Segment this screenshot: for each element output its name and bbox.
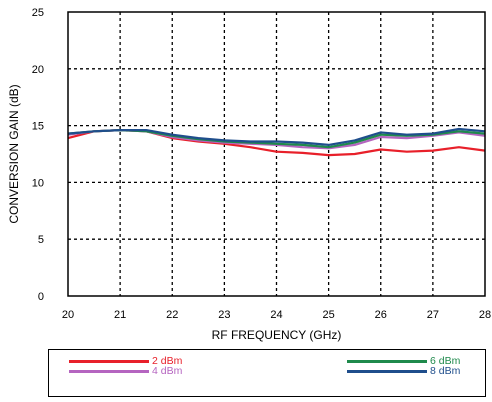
legend-label: 6 dBm xyxy=(430,355,461,367)
x-axis-label: RF FREQUENCY (GHz) xyxy=(212,328,342,342)
y-axis-label: CONVERSION GAIN (dB) xyxy=(7,84,21,223)
x-tick-label: 23 xyxy=(218,309,230,321)
y-tick-label: 5 xyxy=(38,234,44,246)
x-tick-label: 24 xyxy=(270,309,282,321)
x-tick-label: 28 xyxy=(479,309,491,321)
y-tick-label: 10 xyxy=(32,177,44,189)
legend-item-4dbm: 4 dBm xyxy=(69,365,182,377)
x-tick-label: 25 xyxy=(323,309,335,321)
legend-swatch xyxy=(347,369,427,373)
x-tick-label: 22 xyxy=(166,309,178,321)
x-tick-label: 20 xyxy=(62,309,74,321)
x-tick-label: 21 xyxy=(114,309,126,321)
y-tick-label: 25 xyxy=(32,7,44,19)
x-tick-label: 27 xyxy=(427,309,439,321)
legend-swatch xyxy=(69,369,149,373)
legend: 2 dBm 4 dBm 6 dBm 8 dBm xyxy=(48,349,486,397)
legend-label: 8 dBm xyxy=(430,365,461,377)
chart-svg: 20 21 22 23 24 25 26 27 28 0 5 10 15 20 25 RF FREQUEN… xyxy=(7,7,491,342)
series-line-8-dbm xyxy=(67,127,486,146)
x-tick-labels: 20 21 22 23 24 25 26 27 28 xyxy=(62,309,491,321)
x-tick-label: 26 xyxy=(375,309,387,321)
legend-item-6dbm: 6 dBm xyxy=(347,355,460,367)
y-tick-labels: 0 5 10 15 20 25 xyxy=(32,7,44,303)
legend-label: 2 dBm xyxy=(152,355,183,367)
legend-swatch xyxy=(347,359,427,363)
grid-lines xyxy=(68,12,485,296)
y-tick-label: 15 xyxy=(32,121,44,133)
series-layer xyxy=(67,127,486,157)
legend-label: 4 dBm xyxy=(152,365,183,377)
legend-swatch xyxy=(69,359,149,363)
legend-item-2dbm: 2 dBm xyxy=(69,355,182,367)
y-tick-label: 0 xyxy=(38,291,44,303)
plot-frame xyxy=(67,11,486,297)
legend-item-8dbm: 8 dBm xyxy=(347,365,460,377)
y-tick-label: 20 xyxy=(32,64,44,76)
